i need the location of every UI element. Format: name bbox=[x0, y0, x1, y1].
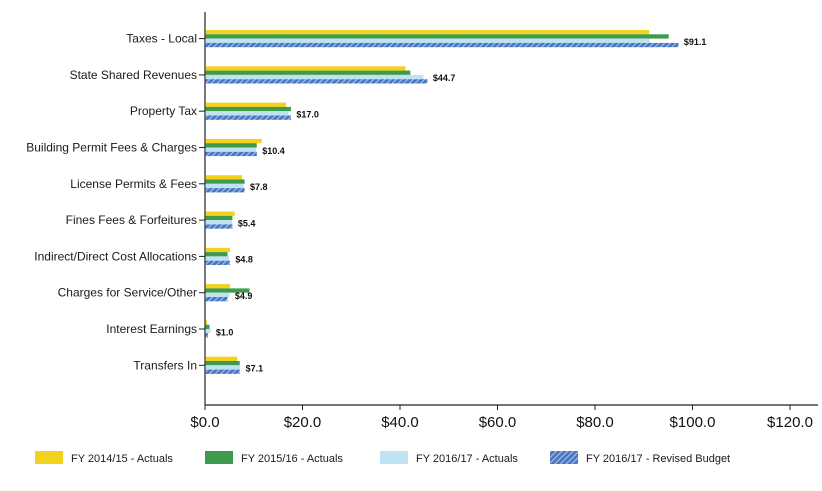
category-label: Property Tax bbox=[130, 104, 197, 118]
data-label: $7.8 bbox=[250, 182, 268, 192]
data-label: $4.9 bbox=[235, 291, 253, 301]
bar-2 bbox=[205, 324, 210, 329]
data-label: $44.7 bbox=[433, 73, 456, 83]
data-label: $17.0 bbox=[296, 110, 319, 120]
bar-4 bbox=[205, 115, 291, 120]
bar-3 bbox=[205, 111, 289, 116]
x-tick-label: $60.0 bbox=[479, 414, 517, 431]
bar-2 bbox=[205, 34, 669, 39]
data-label: $7.1 bbox=[246, 364, 264, 374]
legend-label: FY 2016/17 - Revised Budget bbox=[586, 453, 730, 465]
data-label: $1.0 bbox=[216, 327, 234, 337]
bar-2 bbox=[205, 143, 257, 148]
labels-group: Taxes - Local $91.1 State Shared Revenues $… bbox=[26, 32, 706, 374]
bar-4 bbox=[205, 260, 230, 265]
axes: $0.0 $20.0 $40.0 $60.0 $80.0 $100.0 $120.0 bbox=[190, 12, 818, 431]
data-label: $5.4 bbox=[238, 218, 256, 228]
bar-3 bbox=[205, 147, 257, 152]
category-label: Charges for Service/Other bbox=[58, 286, 197, 300]
bar-1 bbox=[205, 66, 406, 71]
category-label: Taxes - Local bbox=[126, 32, 197, 46]
legend-swatch bbox=[35, 451, 63, 464]
bar-1 bbox=[205, 211, 235, 216]
bar-1 bbox=[205, 30, 650, 35]
bar-2 bbox=[205, 215, 233, 221]
bar-3 bbox=[205, 365, 241, 370]
bar-2 bbox=[205, 288, 250, 293]
data-label: $4.8 bbox=[235, 255, 253, 265]
bar-3 bbox=[205, 256, 229, 261]
legend-swatch bbox=[205, 451, 233, 464]
bar-1 bbox=[205, 138, 262, 144]
category-label: Fines Fees & Forfeitures bbox=[66, 213, 197, 227]
data-label: $10.4 bbox=[262, 146, 285, 156]
bar-1 bbox=[205, 102, 287, 107]
bar-3 bbox=[205, 329, 211, 334]
bar-4 bbox=[205, 224, 233, 229]
bar-2 bbox=[205, 252, 228, 257]
bar-1 bbox=[205, 247, 230, 253]
bar-4 bbox=[205, 369, 240, 374]
x-tick-label: $0.0 bbox=[190, 414, 219, 431]
legend-label: FY 2014/15 - Actuals bbox=[71, 453, 173, 465]
legend-label: FY 2016/17 - Actuals bbox=[416, 453, 518, 465]
legend: FY 2014/15 - Actuals FY 2015/16 - Actuals… bbox=[35, 451, 730, 465]
bar-2 bbox=[205, 179, 245, 184]
legend-swatch bbox=[380, 451, 408, 464]
bar-4 bbox=[205, 42, 679, 48]
bar-3 bbox=[205, 220, 232, 225]
bar-4 bbox=[205, 151, 257, 157]
x-tick-label: $80.0 bbox=[576, 414, 614, 431]
legend-label: FY 2015/16 - Actuals bbox=[241, 453, 343, 465]
x-tick-label: $100.0 bbox=[670, 414, 716, 431]
bar-2 bbox=[205, 106, 291, 112]
x-tick-label: $20.0 bbox=[284, 414, 322, 431]
category-label: Indirect/Direct Cost Allocations bbox=[34, 249, 197, 263]
category-label: Transfers In bbox=[133, 358, 197, 372]
x-tick-label: $120.0 bbox=[767, 414, 813, 431]
bar-3 bbox=[205, 38, 650, 43]
legend-swatch bbox=[550, 451, 578, 464]
bar-4 bbox=[205, 333, 209, 338]
bar-1 bbox=[205, 175, 243, 180]
bar-4 bbox=[205, 297, 228, 302]
bar-4 bbox=[205, 79, 428, 84]
data-label: $91.1 bbox=[684, 37, 707, 47]
bar-4 bbox=[205, 188, 245, 193]
category-label: Interest Earnings bbox=[106, 322, 197, 336]
category-label: Building Permit Fees & Charges bbox=[26, 141, 197, 155]
bars-group bbox=[205, 30, 679, 374]
category-label: License Permits & Fees bbox=[70, 177, 197, 191]
x-tick-label: $40.0 bbox=[381, 414, 419, 431]
bar-2 bbox=[205, 70, 411, 75]
bar-1 bbox=[205, 320, 208, 325]
bar-1 bbox=[205, 284, 230, 289]
bar-3 bbox=[205, 292, 230, 297]
bar-1 bbox=[205, 356, 238, 361]
bar-2 bbox=[205, 361, 240, 366]
bar-3 bbox=[205, 183, 244, 189]
category-label: State Shared Revenues bbox=[70, 68, 197, 82]
bar-3 bbox=[205, 74, 424, 80]
